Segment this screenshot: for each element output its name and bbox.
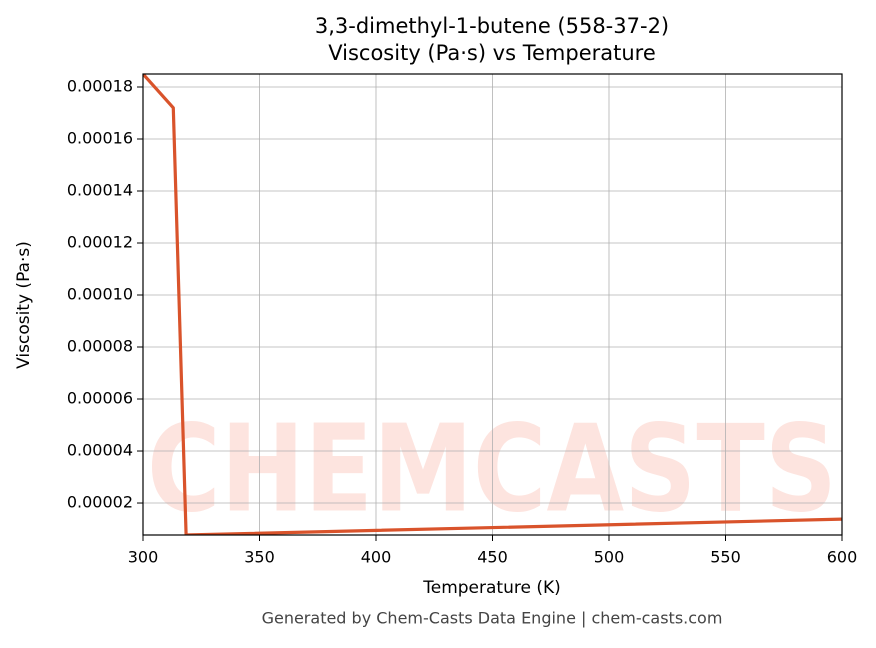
- y-tick-label: 0.00016: [67, 129, 133, 148]
- data-line: [143, 74, 842, 535]
- y-tick-label: 0.00012: [67, 233, 133, 252]
- watermark: CHEMCASTS: [147, 401, 837, 540]
- y-tick-label: 0.00018: [67, 77, 133, 96]
- y-tick-label: 0.00014: [67, 181, 133, 200]
- y-tick-label: 0.00008: [67, 337, 133, 356]
- x-axis-label: Temperature (K): [422, 578, 561, 598]
- footer: Generated by Chem-Casts Data Engine | ch…: [262, 609, 723, 628]
- plot-frame: [142, 73, 843, 536]
- x-tick-label: 350: [244, 548, 275, 567]
- y-tick-label: 0.00006: [67, 389, 133, 408]
- y-tick-label: 0.00010: [67, 285, 133, 304]
- x-tick-label: 600: [827, 548, 858, 567]
- x-tick-label: 500: [594, 548, 625, 567]
- x-tick-label: 550: [710, 548, 741, 567]
- chart-subtitle: Viscosity (Pa·s) vs Temperature: [328, 41, 656, 65]
- y-axis-label: Viscosity (Pa·s): [14, 241, 34, 369]
- y-tick-label: 0.00004: [67, 441, 133, 460]
- chart-title: 3,3-dimethyl-1-butene (558-37-2): [315, 14, 669, 38]
- y-tick-label: 0.00002: [67, 493, 133, 512]
- x-tick-label: 450: [477, 548, 508, 567]
- x-tick-label: 400: [361, 548, 392, 567]
- x-tick-label: 300: [128, 548, 159, 567]
